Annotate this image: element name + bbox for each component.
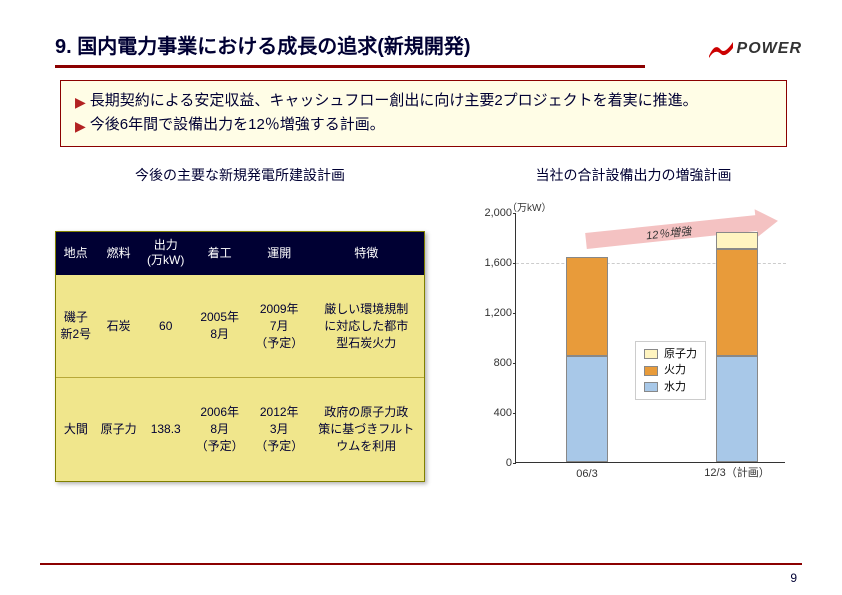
- info-text-2: 今後6年間で設備出力を12％増強する計画。: [90, 113, 385, 137]
- right-subtitle: 当社の合計設備出力の増強計画: [455, 165, 812, 185]
- bar-segment: [566, 257, 608, 356]
- construction-table: 地点燃料出力(万kW)着工運開特徴 磯子新2号石炭602005年8月2009年7…: [55, 231, 425, 482]
- info-line-1: ▶ 長期契約による安定収益、キャッシュフロー創出に向け主要2プロジェクトを着実に…: [75, 89, 772, 113]
- legend-swatch: [644, 349, 658, 359]
- table-cell: 60: [141, 275, 189, 378]
- legend-swatch: [644, 382, 658, 392]
- table-cell: 2012年3月（予定）: [249, 378, 309, 481]
- legend-item: 水力: [644, 379, 697, 396]
- bar-segment: [566, 356, 608, 462]
- table-cell: 原子力: [96, 378, 142, 481]
- bar-segment: [716, 232, 758, 250]
- info-text-1: 長期契約による安定収益、キャッシュフロー創出に向け主要2プロジェクトを着実に推進…: [90, 89, 698, 113]
- page-number: 9: [790, 571, 797, 585]
- table-cell: 石炭: [96, 275, 142, 378]
- title-underline: [55, 65, 645, 68]
- y-tick-label: 800: [478, 357, 512, 369]
- table-header: 特徴: [309, 232, 424, 275]
- right-column: 当社の合計設備出力の増強計画 （万kW） 12％増強 04008001,2001…: [455, 165, 812, 503]
- footer-line: [40, 563, 802, 565]
- bar-segment: [716, 249, 758, 355]
- x-tick-label: 06/3: [547, 468, 627, 480]
- info-box: ▶ 長期契約による安定収益、キャッシュフロー創出に向け主要2プロジェクトを着実に…: [60, 80, 787, 147]
- page-title: 9. 国内電力事業における成長の追求(新規開発): [55, 30, 707, 65]
- legend-item: 火力: [644, 362, 697, 379]
- legend-label: 原子力: [664, 346, 697, 363]
- logo: POWER: [707, 38, 802, 60]
- table-cell: 2005年8月: [190, 275, 250, 378]
- bar-segment: [716, 356, 758, 462]
- header: 9. 国内電力事業における成長の追求(新規開発) POWER: [0, 0, 842, 68]
- table-header: 運開: [249, 232, 309, 275]
- chart-legend: 原子力火力水力: [635, 341, 706, 401]
- left-subtitle: 今後の主要な新規発電所建設計画: [55, 165, 425, 185]
- legend-label: 水力: [664, 379, 686, 396]
- y-tick-label: 2,000: [478, 207, 512, 219]
- table-row: 磯子新2号石炭602005年8月2009年7月（予定）厳しい環境規制に対応した都…: [56, 275, 424, 378]
- y-tick-label: 1,200: [478, 307, 512, 319]
- capacity-chart: （万kW） 12％増強 04008001,2001,6002,00006/312…: [465, 203, 795, 503]
- left-column: 今後の主要な新規発電所建設計画 地点燃料出力(万kW)着工運開特徴 磯子新2号石…: [55, 165, 425, 503]
- table-row: 大間原子力138.32006年8月（予定）2012年3月（予定）政府の原子力政策…: [56, 378, 424, 481]
- table-cell: 大間: [56, 378, 96, 481]
- x-tick-label: 12/3（計画）: [697, 464, 777, 480]
- table-cell: 厳しい環境規制に対応した都市型石炭火力: [309, 275, 424, 378]
- logo-mark-icon: [707, 38, 735, 60]
- y-tick-label: 400: [478, 407, 512, 419]
- bullet-icon: ▶: [75, 115, 86, 137]
- y-tick-label: 0: [478, 457, 512, 469]
- table-header: 出力(万kW): [141, 232, 189, 275]
- y-tick-label: 1,600: [478, 257, 512, 269]
- bullet-icon: ▶: [75, 91, 86, 113]
- table-cell: 138.3: [141, 378, 189, 481]
- chart-y-unit: （万kW）: [507, 199, 551, 214]
- table-cell: 2006年8月（予定）: [190, 378, 250, 481]
- legend-label: 火力: [664, 362, 686, 379]
- legend-item: 原子力: [644, 346, 697, 363]
- table-header: 燃料: [96, 232, 142, 275]
- logo-text: POWER: [737, 40, 802, 58]
- table-cell: 磯子新2号: [56, 275, 96, 378]
- info-line-2: ▶ 今後6年間で設備出力を12％増強する計画。: [75, 113, 772, 137]
- legend-swatch: [644, 366, 658, 376]
- table-cell: 政府の原子力政策に基づきフルトウムを利用: [309, 378, 424, 481]
- table-header: 着工: [190, 232, 250, 275]
- table-header: 地点: [56, 232, 96, 275]
- table-cell: 2009年7月（予定）: [249, 275, 309, 378]
